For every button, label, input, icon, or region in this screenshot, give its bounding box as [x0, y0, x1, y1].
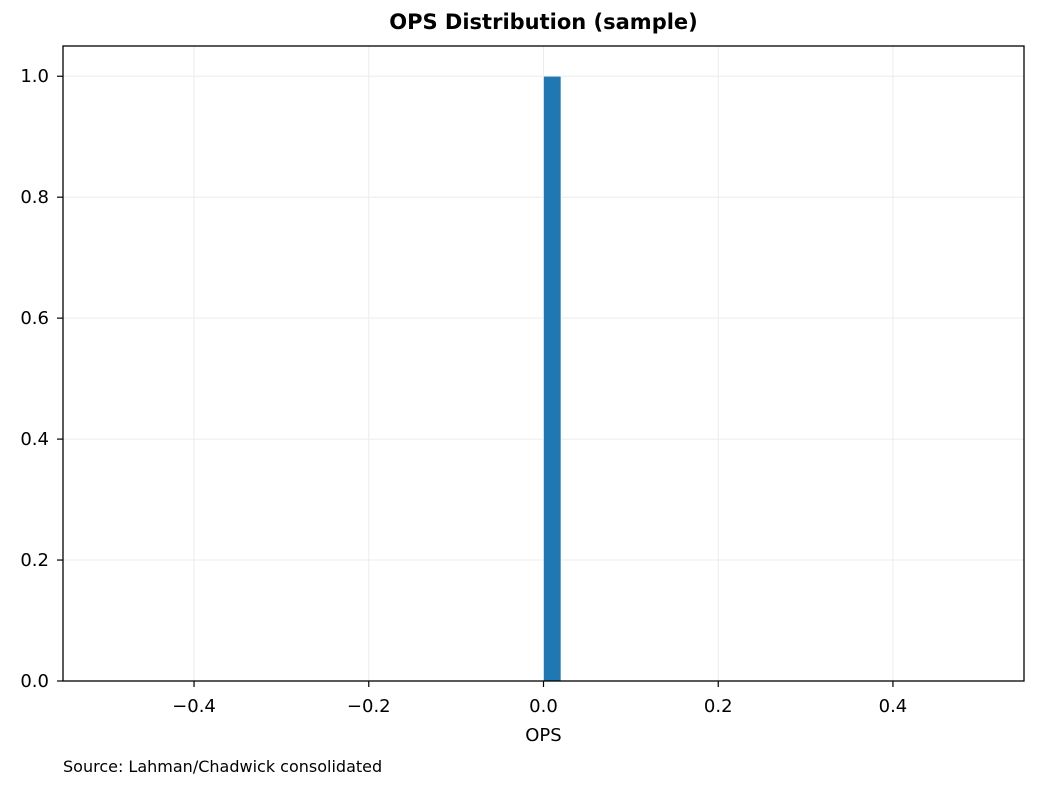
y-tick-label: 0.4: [20, 429, 49, 450]
source-note: Source: Lahman/Chadwick consolidated: [63, 757, 382, 776]
y-tick-label: 0.0: [20, 671, 49, 692]
y-tick-label: 1.0: [20, 66, 49, 87]
axis-ticks: −0.4 −0.2 0.0 0.2 0.4 0.0 0.2 0.4 0.6 0.8 1.0: [20, 66, 907, 717]
x-tick-label: 0.2: [704, 696, 733, 717]
histogram-bar: [544, 76, 561, 681]
x-tick-label: 0.0: [529, 696, 558, 717]
y-tick-label: 0.2: [20, 550, 49, 571]
x-tick-label: −0.4: [172, 696, 216, 717]
x-axis-label: OPS: [525, 725, 561, 746]
x-tick-label: −0.2: [347, 696, 391, 717]
histogram-bars: [544, 76, 561, 681]
x-tick-label: 0.4: [879, 696, 908, 717]
y-tick-label: 0.8: [20, 187, 49, 208]
y-tick-label: 0.6: [20, 308, 49, 329]
